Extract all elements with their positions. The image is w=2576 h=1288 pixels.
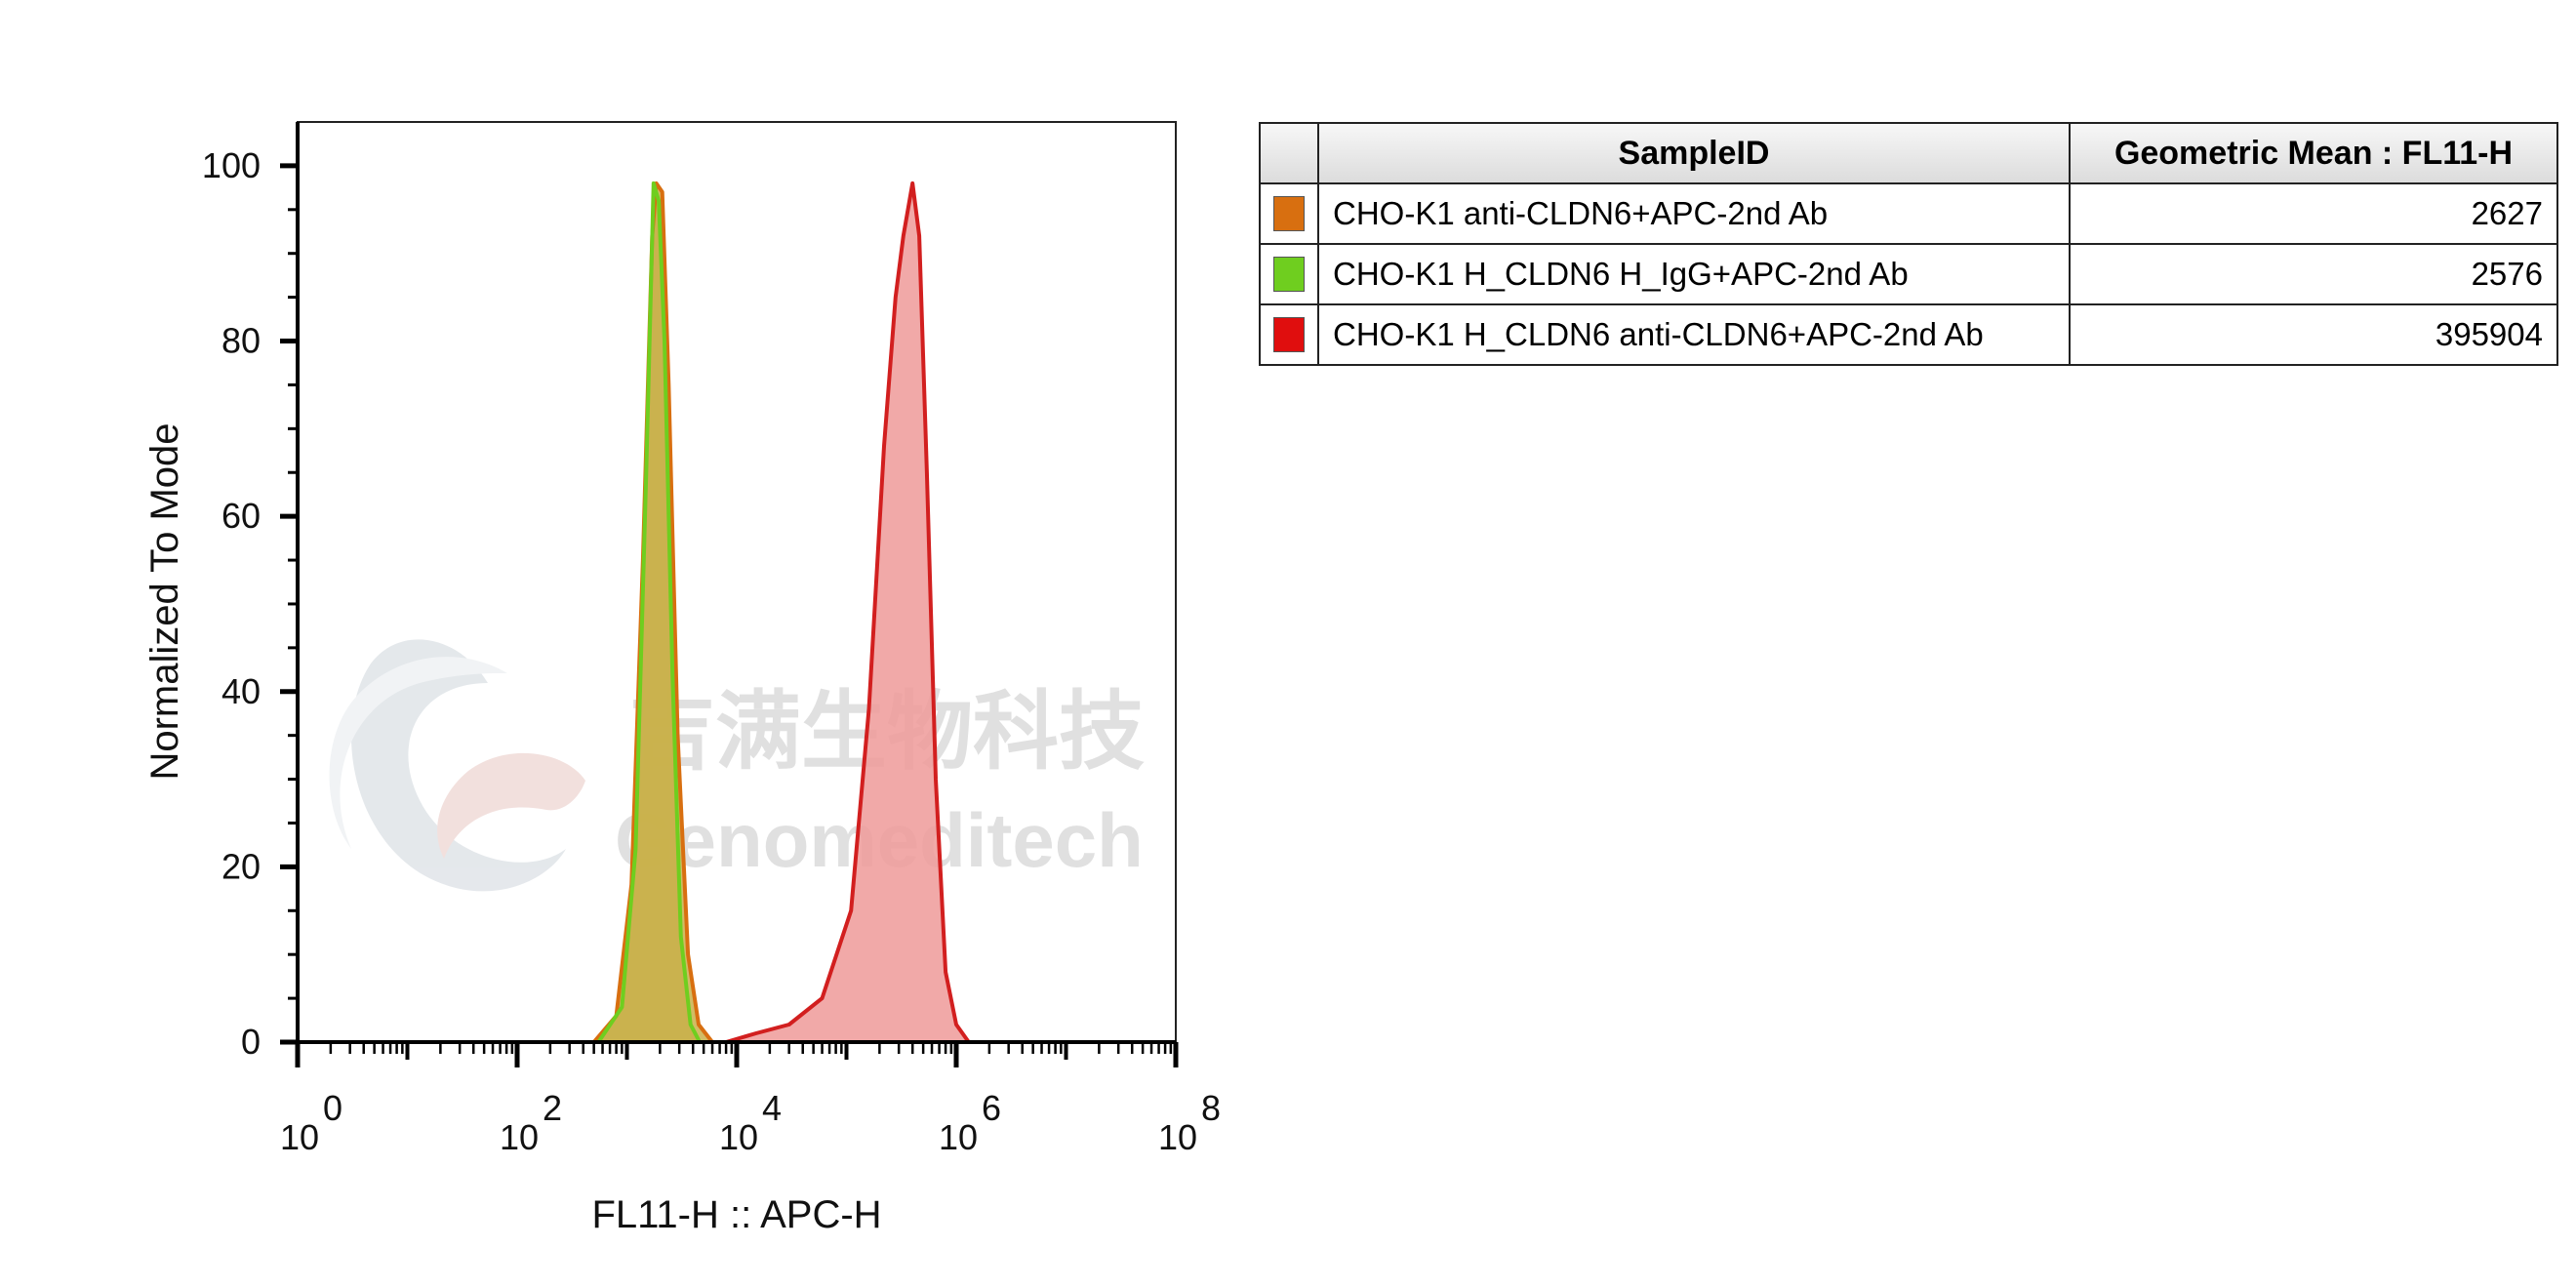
series-fill-1	[598, 182, 701, 1042]
legend-value: 2627	[2069, 182, 2558, 245]
x-tick-label-base: 10	[719, 1117, 758, 1157]
legend-header-geomean: Geometric Mean : FL11-H	[2069, 122, 2558, 184]
series-fill-2	[726, 182, 969, 1042]
x-tick-label-exponent: 8	[1201, 1088, 1221, 1128]
x-tick-label-base: 10	[939, 1117, 978, 1157]
y-tick-label: 0	[241, 1022, 261, 1062]
legend-row: CHO-K1 H_CLDN6 anti-CLDN6+APC-2nd Ab 395…	[1259, 303, 2558, 366]
legend-swatch-red	[1273, 317, 1305, 352]
legend-swatch-orange	[1273, 196, 1305, 231]
x-tick-label-base: 10	[280, 1117, 319, 1157]
watermark-logo	[329, 639, 585, 892]
x-tick-label-exponent: 6	[982, 1088, 1001, 1128]
legend-row: CHO-K1 H_CLDN6 H_IgG+APC-2nd Ab 2576	[1259, 243, 2558, 305]
y-tick-label: 100	[202, 145, 261, 185]
x-tick-label-exponent: 2	[543, 1088, 562, 1128]
legend-value: 2576	[2069, 243, 2558, 305]
y-tick-label: 80	[221, 321, 261, 361]
legend-table: SampleID Geometric Mean : FL11-H CHO-K1 …	[1259, 122, 2558, 366]
series-line-2	[725, 181, 971, 1044]
legend-sample: CHO-K1 anti-CLDN6+APC-2nd Ab	[1317, 182, 2071, 245]
y-tick-label: 20	[221, 846, 261, 886]
legend-header-sampleid: SampleID	[1317, 122, 2071, 184]
series-line-1	[596, 181, 702, 1044]
x-axis-title: FL11-H :: APC-H	[591, 1193, 881, 1236]
x-tick-label-exponent: 4	[762, 1088, 782, 1128]
legend-value: 395904	[2069, 303, 2558, 366]
y-axis-title: Normalized To Mode	[143, 423, 186, 780]
x-tick-label-base: 10	[500, 1117, 539, 1157]
legend-row: CHO-K1 anti-CLDN6+APC-2nd Ab 2627	[1259, 182, 2558, 245]
legend-sample: CHO-K1 H_CLDN6 H_IgG+APC-2nd Ab	[1317, 243, 2071, 305]
y-tick-label: 40	[221, 671, 261, 711]
plot-frame	[297, 121, 1177, 1043]
legend-sample: CHO-K1 H_CLDN6 anti-CLDN6+APC-2nd Ab	[1317, 303, 2071, 366]
x-tick-label-exponent: 0	[323, 1088, 342, 1128]
y-tick-label: 60	[221, 496, 261, 536]
legend-swatch-green	[1273, 257, 1305, 292]
x-tick-label-base: 10	[1158, 1117, 1197, 1157]
legend-header-blank	[1259, 122, 1319, 184]
